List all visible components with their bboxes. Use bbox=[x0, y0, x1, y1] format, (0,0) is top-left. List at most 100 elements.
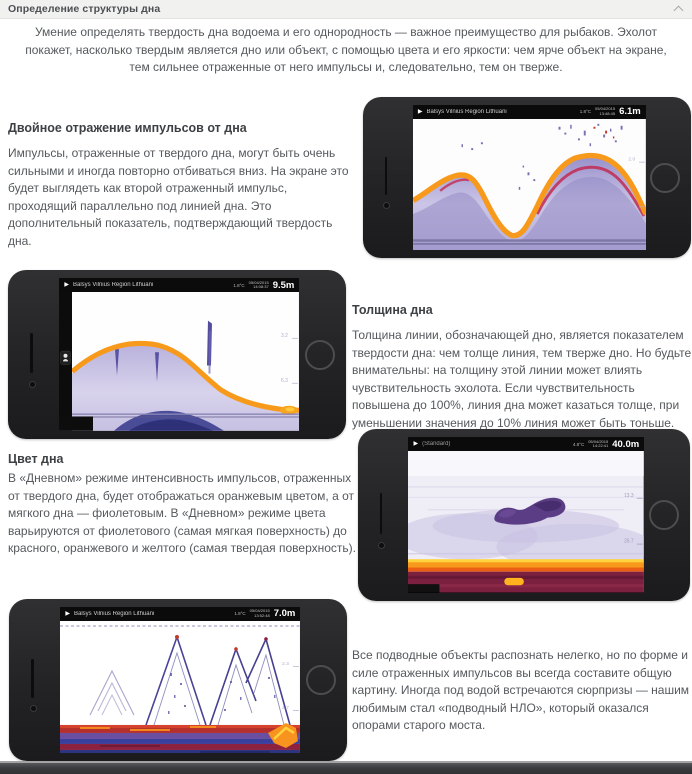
sonar-chart-bottom-thickness: 3.2 6.3 bbox=[59, 292, 300, 431]
section-body: Импульсы, отраженные от твердого дна, мо… bbox=[8, 146, 349, 248]
sonar-chart-double-echo: 2.0 4.1 bbox=[412, 118, 646, 251]
phone-mockup-2: ▶ Balsys Vilnius Region Lithuani 1.8°C 0… bbox=[8, 270, 346, 439]
page-title: Определение структуры дна bbox=[8, 3, 161, 15]
ufo-blob bbox=[494, 498, 566, 525]
sonar-chart-bridge-pillars: 2.3 4.7 bbox=[60, 620, 301, 754]
depth-scale: 3.2 6.3 bbox=[281, 333, 299, 384]
speaker-slit-icon bbox=[379, 492, 383, 534]
camera-dot-icon bbox=[29, 381, 35, 387]
section-heading: Двойное отражение импульсов от дна bbox=[8, 121, 247, 135]
home-button bbox=[649, 162, 680, 193]
sonar-screen: ▶ (Standard) 4.8°C 05/04/2015 14:22:41 40… bbox=[408, 437, 645, 593]
sonar-display: 2.3 4.7 bbox=[60, 620, 301, 754]
svg-text:13.3: 13.3 bbox=[625, 493, 635, 499]
water-noise bbox=[408, 486, 645, 570]
bottom-line-orange bbox=[408, 562, 645, 569]
bottom-line-orange bbox=[412, 152, 646, 238]
depth-scale: 13.3 26.7 bbox=[625, 493, 644, 545]
sonar-display: 3.2 6.3 bbox=[59, 292, 300, 431]
sonar-appbar: ▶ Balsys Vilnius Region Lithuani 1.8°C 0… bbox=[412, 104, 646, 119]
second-echo-line bbox=[72, 413, 300, 416]
depth-scale: 2.0 4.1 bbox=[628, 156, 645, 207]
depth-readout: 40.0m bbox=[612, 438, 640, 450]
bottom-line-yellow bbox=[408, 559, 645, 565]
play-icon: ▶ bbox=[65, 610, 70, 617]
sonar-screen: ▶ Balsys Vilnius Region Lithuani 1.8°C 0… bbox=[412, 104, 646, 251]
depth-readout: 7.0m bbox=[273, 608, 296, 620]
phone-mockup-4: ▶ Balsys Vilnius Region Lithuani 1.8°C 0… bbox=[9, 599, 347, 761]
intro-paragraph: Умение определять твердость дна водоема … bbox=[25, 25, 667, 74]
camera-dot-icon bbox=[383, 203, 389, 209]
section-double-echo: Двойное отражение импульсов от дна Импул… bbox=[8, 121, 355, 250]
section-body: Все подводные объекты распознать нелегко… bbox=[352, 648, 690, 732]
scan-timestamp: 05/04/2015 13:52:48 bbox=[249, 608, 270, 618]
camera-dot-icon bbox=[379, 542, 385, 548]
section-object-recognition: Все подводные объекты распознать нелегко… bbox=[352, 647, 692, 735]
depth-scale: 2.3 4.7 bbox=[282, 661, 300, 711]
bottom-body bbox=[72, 345, 300, 431]
svg-text:2.0: 2.0 bbox=[628, 156, 635, 162]
echo-speckles bbox=[168, 672, 276, 714]
scan-location-label: Balsys Vilnius Region Lithuani bbox=[73, 282, 154, 289]
depth-readout: 9.5m bbox=[272, 279, 295, 291]
section-bottom-thickness: Толщина дна Толщина линии, обозначающей … bbox=[352, 303, 692, 432]
echo-speckles bbox=[461, 123, 623, 190]
play-icon: ▶ bbox=[417, 108, 423, 115]
second-echo-line bbox=[412, 239, 646, 242]
home-button bbox=[304, 339, 335, 370]
scan-timestamp: 05/04/2015 13:48:45 bbox=[595, 106, 616, 116]
camera-dot-icon bbox=[30, 705, 36, 711]
scan-timestamp: 05/04/2015 14:22:41 bbox=[588, 438, 609, 449]
bottom-line-orange bbox=[70, 341, 300, 414]
section-body: В «Дневном» режиме интенсивность импульс… bbox=[8, 471, 356, 555]
home-button bbox=[305, 665, 336, 695]
hard-spot-blob bbox=[268, 722, 299, 748]
sonar-screen: ▶ Balsys Vilnius Region Lithuani 1.8°C 0… bbox=[60, 606, 301, 754]
sonar-appbar: ▶ Balsys Vilnius Region Lithuani 1.8°C 0… bbox=[60, 606, 301, 621]
play-icon: ▶ bbox=[413, 441, 419, 448]
speaker-slit-icon bbox=[31, 658, 34, 698]
sonar-display: 13.3 26.7 bbox=[408, 451, 645, 593]
svg-text:26.7: 26.7 bbox=[625, 539, 635, 545]
sonar-appbar: ▶ Balsys Vilnius Region Lithuani 1.8°C 0… bbox=[59, 278, 300, 293]
sonar-screen: ▶ Balsys Vilnius Region Lithuani 1.8°C 0… bbox=[59, 278, 300, 431]
sonar-display: 2.0 4.1 bbox=[412, 118, 646, 251]
location-pin-button bbox=[60, 351, 72, 365]
phone-mockup-1: ▶ Balsys Vilnius Region Lithuani 1.8°C 0… bbox=[363, 97, 691, 258]
next-image-clipped-edge bbox=[0, 761, 692, 774]
crack-spike bbox=[155, 352, 160, 382]
scan-location-label: Balsys Vilnius Region Lithuani bbox=[74, 610, 155, 617]
ghost-peak bbox=[89, 669, 135, 715]
svg-text:4.7: 4.7 bbox=[282, 705, 289, 711]
section-bottom-color: Цвет дна В «Дневном» режиме интенсивност… bbox=[8, 452, 357, 558]
scroll-marker-pill bbox=[504, 578, 525, 586]
sub-bottom-band bbox=[408, 571, 645, 593]
speaker-slit-icon bbox=[30, 332, 33, 374]
svg-text:3.2: 3.2 bbox=[281, 333, 288, 339]
section-heading: Цвет дна bbox=[8, 452, 64, 466]
section-body: Толщина линии, обозначающей дно, являетс… bbox=[352, 328, 692, 430]
sonar-appbar: ▶ (Standard) 4.8°C 05/04/2015 14:22:41 40… bbox=[408, 437, 645, 452]
svg-text:2.3: 2.3 bbox=[282, 661, 289, 667]
section-heading: Толщина дна bbox=[352, 303, 433, 317]
speaker-slit-icon bbox=[384, 156, 388, 196]
bottom-bands bbox=[60, 724, 301, 754]
sonar-chart-ufo: 13.3 26.7 bbox=[408, 451, 645, 593]
water-temp-label: 1.8°C bbox=[234, 611, 246, 617]
water-temp-label: 1.8°C bbox=[579, 109, 592, 115]
crack-spike bbox=[115, 349, 120, 376]
scan-location-label: (Standard) bbox=[422, 441, 451, 448]
svg-text:6.3: 6.3 bbox=[281, 378, 288, 384]
water-temp-label: 1.8°C bbox=[233, 282, 245, 288]
phone-mockup-3: ▶ (Standard) 4.8°C 05/04/2015 14:22:41 40… bbox=[358, 429, 690, 601]
scan-location-label: Balsys Vilnius Region Lithuani bbox=[426, 108, 507, 115]
depth-readout: 6.1m bbox=[619, 106, 641, 118]
hard-bottom-red-line bbox=[535, 165, 646, 217]
section-header-bar: Определение структуры дна bbox=[0, 0, 692, 19]
water-temp-label: 4.8°C bbox=[572, 441, 585, 447]
scan-timestamp: 05/04/2015 14:08:37 bbox=[248, 279, 269, 290]
home-button bbox=[648, 500, 679, 530]
svg-text:4.1: 4.1 bbox=[628, 201, 635, 207]
collapse-icon[interactable] bbox=[674, 5, 684, 13]
